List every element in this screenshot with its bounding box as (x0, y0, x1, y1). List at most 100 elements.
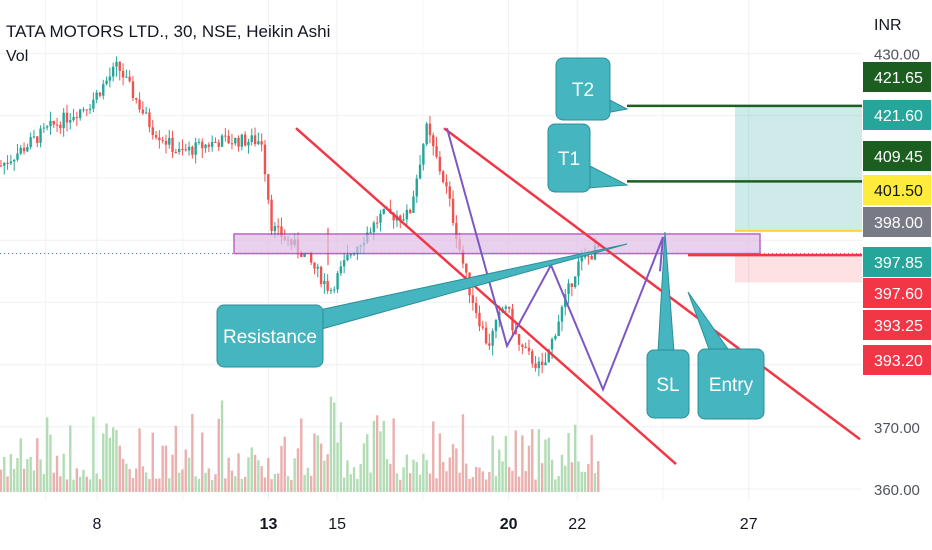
price-tag[interactable]: 421.60 (863, 100, 931, 130)
price-tag[interactable]: 401.50 (863, 175, 931, 205)
volume-bar (204, 472, 207, 492)
candle-body (88, 108, 92, 110)
volume-bar (540, 463, 544, 492)
volume-bar (326, 454, 329, 492)
candle-body (267, 174, 270, 200)
price-tag-bg (863, 207, 931, 237)
candle-body (82, 109, 85, 111)
candle-body (148, 112, 151, 128)
price-tag[interactable]: 421.65 (863, 62, 931, 92)
callouts: T2 T1 Resistance SL Entry (216, 57, 765, 420)
candle-body (369, 232, 372, 234)
volume-bar (276, 473, 280, 492)
candle-body (316, 266, 319, 269)
volume-bar (197, 478, 201, 492)
volume-bar (174, 425, 178, 492)
volume-bar (293, 458, 296, 492)
candle-body (151, 127, 154, 136)
price-tag[interactable]: 398.00 (863, 207, 931, 237)
volume-label[interactable]: Vol (6, 48, 29, 65)
volume-bar (415, 462, 418, 492)
candle-body (560, 307, 564, 322)
volume-bar (498, 449, 501, 492)
price-axis[interactable]: 430.00420.00370.00360.00421.65421.60409.… (862, 0, 932, 550)
candle-body (234, 137, 237, 144)
candle-body (197, 141, 201, 143)
symbol-title[interactable]: TATA MOTORS LTD., 30, NSE, Heikin Ashi (6, 22, 331, 41)
candle-body (333, 289, 336, 291)
candle-body (438, 156, 442, 172)
candle-body (540, 361, 544, 366)
volume-bar (257, 460, 260, 492)
candle-body (392, 213, 395, 221)
time-axis[interactable]: 8 13 15 20 22 27 (0, 500, 862, 550)
candle-body (253, 135, 257, 145)
candle-body (382, 208, 385, 214)
volume-bar (194, 476, 197, 492)
volume-bar (405, 454, 409, 492)
volume-bar (280, 445, 283, 492)
profit-zone (735, 105, 862, 231)
volume-bar (187, 457, 191, 492)
volume-bar (491, 435, 494, 492)
callout-entry-label: Entry (709, 375, 754, 396)
candle-body (544, 362, 547, 366)
candle-body (557, 321, 560, 337)
candle-body (135, 98, 138, 100)
candle-body (280, 226, 283, 237)
volume-bar (333, 402, 336, 492)
price-tag[interactable]: 393.25 (863, 310, 931, 340)
volume-bar (283, 436, 286, 492)
price-tag-bg (863, 247, 931, 277)
price-tag-bg (863, 175, 931, 205)
volume-bar (329, 396, 333, 492)
candle-body (224, 135, 227, 137)
candle-body (257, 141, 260, 145)
volume-bar (45, 417, 49, 492)
price-tag[interactable]: 397.85 (863, 247, 931, 277)
volume-bar (270, 479, 273, 492)
price-tag-label: 397.60 (874, 286, 923, 303)
candle-body (138, 99, 141, 110)
candle-body (174, 151, 178, 153)
volume-bar (234, 476, 237, 492)
candle-body (217, 142, 220, 147)
volume-bar (412, 459, 415, 492)
candle-body (210, 142, 214, 147)
volume-bar (342, 477, 346, 492)
price-tick-label: 430.00 (874, 47, 920, 64)
volume-bar (141, 466, 145, 492)
price-tag[interactable]: 393.20 (863, 345, 931, 375)
volume-bar (171, 454, 174, 492)
callout-sl-label: SL (656, 375, 679, 396)
price-tag[interactable]: 409.45 (863, 141, 931, 171)
candle-body (201, 141, 204, 149)
candle-body (313, 262, 316, 269)
volume-bar (428, 473, 432, 492)
volume-bar (0, 469, 3, 492)
price-tag[interactable]: 397.60 (863, 278, 931, 308)
volume-bar (210, 479, 214, 492)
volume-bar (217, 418, 220, 492)
volume-bar (557, 476, 560, 492)
candle-body (243, 134, 247, 146)
callout-resistance-box (216, 304, 324, 368)
candle-body (108, 76, 112, 81)
candle-body (399, 215, 402, 220)
candle-body (583, 255, 587, 258)
candle-body (273, 226, 277, 232)
candle-body (250, 135, 253, 142)
candle-body (309, 252, 313, 263)
volume-bar (32, 470, 36, 492)
candle-body (3, 162, 6, 166)
candle-body (260, 141, 263, 145)
candle-body (12, 159, 16, 162)
volume-bar (465, 463, 468, 492)
price-tag-label: 421.60 (874, 108, 923, 125)
callout-entry-box (697, 348, 765, 420)
candle-body (491, 331, 494, 346)
volume-bar (402, 467, 405, 492)
volume-bar (577, 461, 580, 492)
candle-body (59, 124, 62, 129)
